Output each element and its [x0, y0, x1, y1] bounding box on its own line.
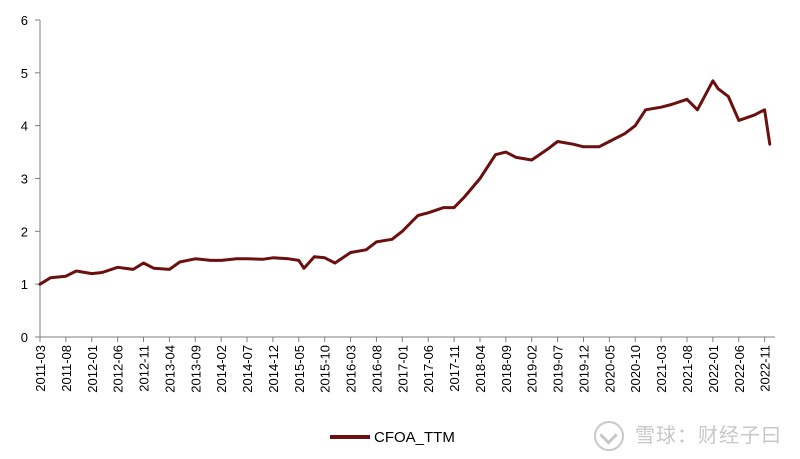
- legend: CFOA_TTM: [330, 429, 455, 446]
- x-tick-label: 2015-10: [318, 345, 333, 393]
- x-tick-labels: 2011-03 2011-08 2012-01 2012-06 2012-11 2013-…: [33, 345, 773, 393]
- x-tick-label: 2021-03: [654, 345, 669, 393]
- x-tick-label: 2019-07: [551, 345, 566, 393]
- y-tick-label: 0: [21, 330, 28, 345]
- x-tick-label: 2014-02: [214, 345, 229, 393]
- y-tick-label: 5: [21, 66, 28, 81]
- x-tick-label: 2019-02: [525, 345, 540, 393]
- y-tick-label: 6: [21, 13, 28, 28]
- x-tick-label: 2022-01: [706, 345, 721, 393]
- x-tick-label: 2011-08: [59, 345, 74, 392]
- x-tick-label: 2013-04: [162, 345, 177, 393]
- watermark: 雪球：财经子曰: [593, 419, 782, 451]
- y-tick-label: 3: [21, 172, 28, 187]
- x-tick-label: 2015-05: [292, 345, 307, 393]
- watermark-text: 雪球：财经子曰: [635, 422, 782, 447]
- x-tick-label: 2014-07: [240, 345, 255, 393]
- x-tick-label: 2013-09: [188, 345, 203, 393]
- x-tick-label: 2016-08: [369, 345, 384, 393]
- watermark-logo-icon: [593, 421, 624, 451]
- legend-label: CFOA_TTM: [374, 429, 455, 446]
- x-tick-label: 2017-11: [447, 345, 462, 392]
- x-tick-label: 2014-12: [266, 345, 281, 393]
- x-tick-label: 2018-04: [473, 345, 488, 393]
- x-tick-label: 2012-11: [137, 345, 152, 392]
- x-tick-label: 2017-06: [421, 345, 436, 393]
- y-tick-label: 4: [21, 119, 28, 134]
- series-line-cfoa-ttm: [38, 79, 772, 286]
- y-tick-label: 2: [21, 224, 28, 239]
- y-tick-label: 1: [21, 277, 28, 292]
- series-layer: [38, 79, 772, 286]
- x-tick-label: 2016-03: [344, 345, 359, 393]
- x-tick-label: 2012-01: [85, 345, 100, 393]
- axes: [35, 19, 775, 342]
- x-tick-label: 2020-05: [602, 345, 617, 393]
- x-tick-label: 2017-01: [395, 345, 410, 393]
- x-tick-label: 2021-08: [680, 345, 695, 393]
- x-tick-label: 2019-12: [576, 345, 591, 393]
- x-tick-label: 2022-11: [758, 345, 773, 392]
- x-tick-label: 2022-06: [732, 345, 747, 393]
- y-tick-labels: 0 1 2 3 4 5 6: [21, 13, 28, 345]
- x-tick-label: 2012-06: [111, 345, 126, 393]
- x-tick-label: 2011-03: [33, 345, 48, 392]
- x-tick-label: 2018-09: [499, 345, 514, 393]
- x-tick-label: 2020-10: [628, 345, 643, 393]
